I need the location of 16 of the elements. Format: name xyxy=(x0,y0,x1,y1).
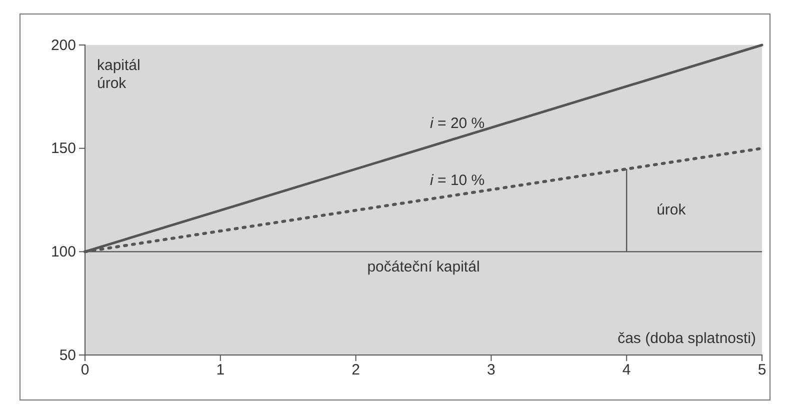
ref-line-label: úrok xyxy=(656,201,686,218)
x-tick-label: 4 xyxy=(622,362,631,379)
ref-line-label: počáteční kapitál xyxy=(367,258,480,276)
y-axis-title: kapitál úrok xyxy=(97,57,140,92)
y-tick-label: 50 xyxy=(59,346,76,364)
series-label: i = 20 % xyxy=(430,115,485,132)
x-tick-label: 5 xyxy=(758,362,766,379)
x-tick-label: 3 xyxy=(487,362,496,379)
x-tick-label: 0 xyxy=(80,362,90,379)
y-tick-label: 200 xyxy=(50,36,76,54)
x-axis-title: čas (doba splatnosti) xyxy=(618,330,756,347)
series-label: i = 10 % xyxy=(430,172,485,189)
y-tick-label: 150 xyxy=(50,140,76,158)
y-tick-label: 100 xyxy=(50,243,76,260)
x-tick-label: 1 xyxy=(216,362,225,379)
x-tick-label: 2 xyxy=(352,362,360,379)
